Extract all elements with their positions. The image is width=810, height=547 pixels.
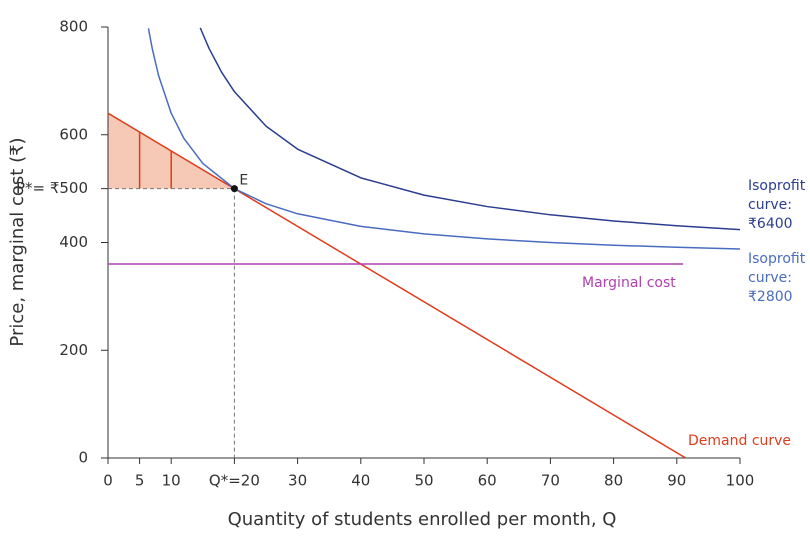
x-tick-label: 30 <box>288 472 307 490</box>
x-tick-label: 90 <box>667 472 686 490</box>
point-label: E <box>239 173 248 189</box>
x-tick-label: Q*=20 <box>209 472 260 490</box>
series-label: curve: <box>748 197 792 213</box>
x-tick-label: 70 <box>541 472 560 490</box>
y-tick-label: 200 <box>59 341 88 359</box>
y-axis-label: Price, marginal cost (₹) <box>7 137 28 346</box>
series-label: Isoprofit <box>748 178 806 194</box>
x-tick-label: 60 <box>478 472 497 490</box>
x-tick-label: 40 <box>351 472 370 490</box>
point <box>230 185 238 193</box>
x-tick-label: 5 <box>135 472 145 490</box>
y-tick-label: 600 <box>59 125 88 143</box>
y-tick-label: 800 <box>59 18 88 36</box>
y-tick-label: P*= ₹500 <box>16 179 88 197</box>
y-tick-label: 400 <box>59 233 88 251</box>
series-label: Isoprofit <box>748 251 806 267</box>
x-tick-label: 80 <box>604 472 623 490</box>
series-label: ₹2800 <box>748 289 793 305</box>
series-label: ₹6400 <box>748 216 793 232</box>
series-label: Marginal cost <box>582 275 676 291</box>
series-label: Demand curve <box>688 433 791 449</box>
x-tick-label: 100 <box>726 472 755 490</box>
x-tick-label: 10 <box>162 472 181 490</box>
y-tick-label: 0 <box>78 449 88 467</box>
series-line <box>199 27 741 231</box>
series-line <box>107 112 687 459</box>
x-tick-label: 50 <box>414 472 433 490</box>
x-axis-label: Quantity of students enrolled per month,… <box>228 509 617 530</box>
x-tick-label: 0 <box>103 472 113 490</box>
series-line <box>147 28 741 250</box>
series-label: curve: <box>748 270 792 286</box>
